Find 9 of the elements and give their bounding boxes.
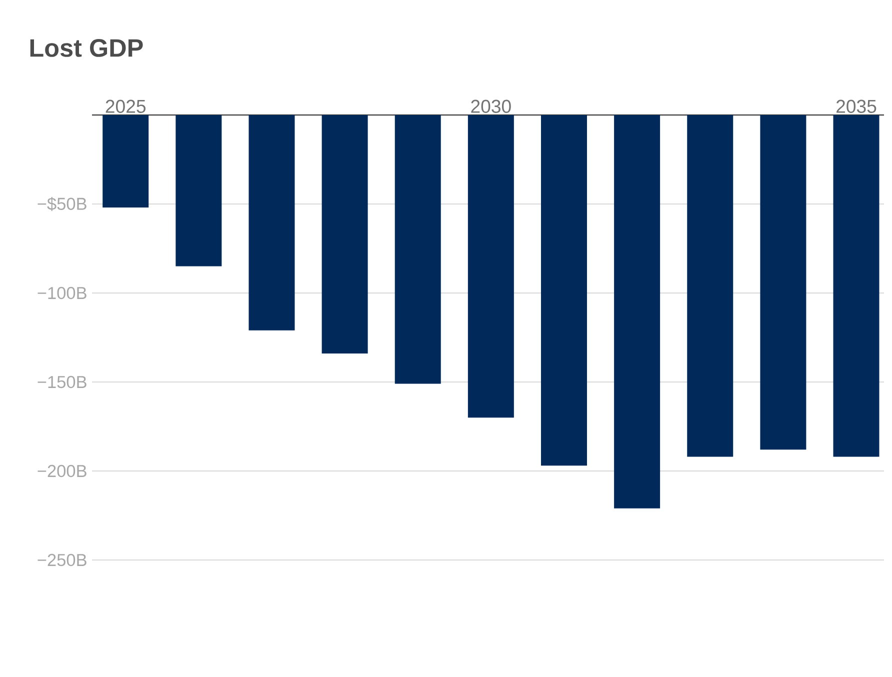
chart-title: Lost GDP [30,39,143,57]
y-tick-label: −200B [38,464,86,478]
y-tick-label: −150B [38,376,86,388]
y-tick-label: −$50B [38,197,86,211]
y-tick-label: −100B [38,286,86,300]
x-tick-label: 2030 [471,100,511,113]
x-tick-label: 2025 [106,100,146,113]
x-tick-label: 2035 [836,100,876,113]
y-tick-label: −250B [38,554,86,566]
